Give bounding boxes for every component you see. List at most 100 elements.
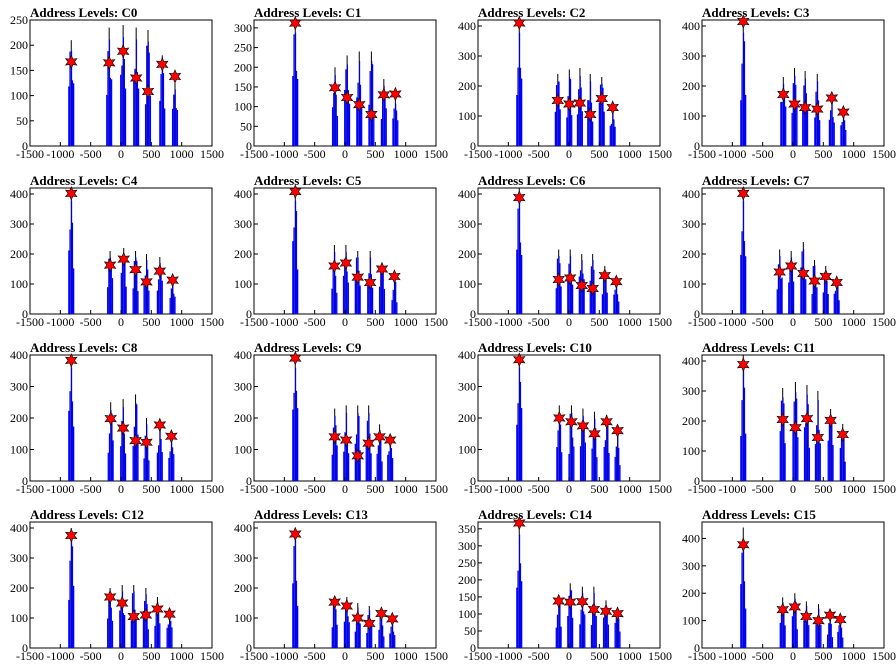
- x-tick-label: 500: [814, 315, 832, 329]
- y-tick-label: 100: [234, 611, 252, 625]
- histogram-peak: [803, 601, 810, 648]
- histogram-peak: [567, 583, 574, 648]
- peak-marker: [563, 270, 577, 286]
- peak-marker: [153, 263, 167, 279]
- y-tick-label: 200: [10, 247, 28, 261]
- histogram-peak: [516, 355, 523, 481]
- y-tick-label: 0: [22, 474, 28, 488]
- peak-marker: [563, 96, 576, 112]
- y-tick-label: 200: [10, 411, 28, 425]
- y-tick-label: 0: [470, 641, 476, 655]
- y-tick-label: 0: [22, 139, 28, 153]
- histogram-peak: [389, 621, 396, 648]
- x-tick-label: -1000: [718, 482, 746, 496]
- x-tick-label: 1000: [394, 482, 418, 496]
- peak-marker: [64, 528, 78, 543]
- y-tick-label: 300: [682, 559, 700, 573]
- subplot-14: Address Levels: C14 0 50 100 150 200 250 300 350…: [458, 507, 672, 663]
- peak-marker: [375, 606, 388, 621]
- histogram-peak: [516, 188, 523, 314]
- y-tick-label: 0: [246, 139, 252, 153]
- y-tick-label: 0: [470, 139, 476, 153]
- x-tick-label: -500: [752, 649, 774, 663]
- x-tick-label: 1000: [618, 147, 642, 161]
- y-tick-label: 200: [682, 586, 700, 600]
- peak-marker: [553, 410, 566, 426]
- x-tick-label: 1500: [872, 482, 896, 496]
- x-tick-label: -1500: [240, 649, 268, 663]
- y-tick-label: 50: [464, 624, 476, 638]
- subplot-2: Address Levels: C2 0 100 200 300 400 -1500 -100…: [458, 5, 672, 161]
- peak-marker: [328, 594, 341, 610]
- peak-marker: [736, 14, 750, 29]
- y-tick-label: 300: [458, 380, 476, 394]
- histogram-peak: [827, 409, 834, 481]
- histogram-peak: [133, 27, 140, 146]
- peak-marker: [512, 15, 526, 31]
- x-tick-label: -1000: [46, 649, 74, 663]
- histogram-peak: [292, 188, 299, 314]
- x-tick-label: 1500: [872, 147, 896, 161]
- x-tick-label: 1000: [170, 315, 194, 329]
- x-tick-label: 0: [790, 147, 796, 161]
- histogram-peak: [555, 249, 562, 314]
- peak-marker: [811, 430, 825, 445]
- y-tick-label: 200: [458, 411, 476, 425]
- y-tick-label: 400: [682, 354, 700, 368]
- peak-marker: [153, 417, 167, 433]
- x-tick-label: 0: [118, 649, 124, 663]
- histogram-peak: [776, 249, 783, 314]
- y-tick-label: 0: [246, 474, 252, 488]
- peak-marker: [389, 86, 402, 102]
- histogram-peak: [791, 593, 798, 648]
- y-tick-label: 50: [240, 119, 252, 133]
- subplot-title: Address Levels: C2: [478, 5, 585, 20]
- y-tick-label: 250: [10, 13, 28, 27]
- histogram-peak: [342, 245, 349, 314]
- subplot-title: Address Levels: C8: [30, 340, 138, 355]
- peak-marker: [600, 414, 613, 430]
- y-tick-label: 0: [694, 474, 700, 488]
- peak-marker: [800, 609, 813, 624]
- histogram-peak: [792, 382, 799, 481]
- x-tick-label: -1000: [718, 147, 746, 161]
- x-tick-label: 1000: [842, 649, 866, 663]
- peak-marker: [388, 269, 401, 284]
- peak-marker: [328, 80, 342, 95]
- peak-marker: [166, 272, 179, 288]
- peak-marker: [610, 274, 623, 289]
- histogram-peak: [354, 603, 361, 648]
- peak-marker: [129, 433, 142, 448]
- x-tick-label: 500: [814, 482, 832, 496]
- y-tick-label: 150: [458, 590, 476, 604]
- peak-marker: [115, 595, 129, 611]
- x-tick-label: 1000: [394, 147, 418, 161]
- peak-marker: [595, 91, 609, 106]
- histogram-peak: [740, 527, 747, 648]
- histogram-peak: [603, 414, 610, 481]
- peak-marker: [563, 594, 577, 610]
- histogram-peak: [378, 263, 386, 314]
- histogram-peak: [120, 25, 127, 146]
- y-tick-label: 300: [682, 217, 700, 231]
- x-tick-label: 1000: [618, 315, 642, 329]
- subplot-title: Address Levels: C3: [702, 5, 810, 20]
- histogram-peak: [68, 355, 75, 481]
- x-tick-label: -500: [80, 315, 102, 329]
- histogram-peak: [119, 585, 126, 648]
- peak-marker: [784, 258, 798, 274]
- subplot-0: Address Levels: C0 0 50 100 150 200 250 -1500 -1…: [10, 5, 224, 161]
- histogram-peak: [331, 67, 339, 146]
- histogram-peak: [171, 83, 179, 146]
- y-tick-label: 0: [246, 307, 252, 321]
- x-tick-label: 0: [790, 482, 796, 496]
- peak-marker: [599, 603, 613, 619]
- peak-marker: [362, 616, 376, 631]
- peak-marker: [127, 609, 141, 624]
- peak-marker: [611, 606, 624, 621]
- peak-marker: [788, 599, 802, 615]
- y-tick-label: 400: [10, 521, 28, 535]
- x-tick-label: -500: [752, 315, 774, 329]
- subplot-title: Address Levels: C13: [254, 507, 368, 522]
- subplot-title: Address Levels: C0: [30, 5, 137, 20]
